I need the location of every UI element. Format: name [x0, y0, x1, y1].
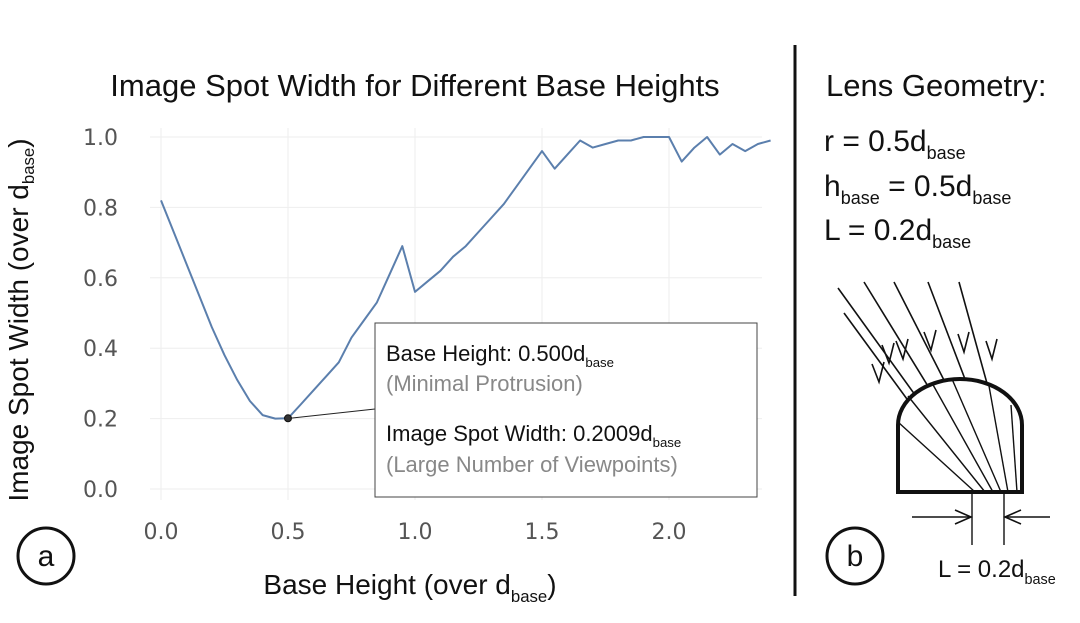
annotation-spot-width: Image Spot Width: 0.2009dbase — [386, 421, 681, 450]
x-tick-label: 2.0 — [652, 520, 687, 545]
x-tick-label: 1.0 — [398, 520, 433, 545]
ray-inside-6 — [1010, 404, 1018, 493]
annotation-box — [374, 322, 758, 498]
panel-label-a: a — [38, 540, 55, 573]
lens-panel: Lens Geometry: r = 0.5dbase hbase = 0.5d… — [824, 68, 1056, 588]
series-line — [160, 136, 771, 420]
ray-arrow-2 — [881, 342, 895, 366]
ray-inside-3 — [931, 382, 994, 493]
panel-label-b: b — [847, 540, 864, 573]
lens-dimension-label: L = 0.2dbase — [938, 556, 1056, 588]
annotation: Base Height: 0.500dbase (Minimal Protrus… — [289, 322, 758, 498]
annotation-minimal-protrusion: (Minimal Protrusion) — [386, 371, 583, 396]
ray-arrow-1 — [871, 361, 885, 385]
y-tick-label: 0.8 — [83, 196, 118, 221]
ray-arrow-6 — [985, 338, 998, 362]
annotation-leader — [289, 408, 376, 419]
panel-label-a-circle — [16, 526, 76, 586]
lens-L-equation: L = 0.2dbase — [824, 214, 971, 252]
lens-h-equation: hbase = 0.5dbase — [824, 170, 1011, 208]
y-tick-labels: 0.0 0.2 0.4 0.6 0.8 1.0 — [83, 126, 118, 503]
x-tick-label: 1.5 — [525, 520, 560, 545]
ray-arrow-4 — [923, 329, 937, 353]
ray-arrow-5 — [957, 331, 970, 355]
x-tick-label: 0.5 — [271, 520, 306, 545]
annotation-viewpoints: (Large Number of Viewpoints) — [386, 452, 678, 477]
annotation-base-height: Base Height: 0.500dbase — [386, 341, 614, 370]
x-tick-label: 0.0 — [144, 520, 179, 545]
ray-arrow-3 — [895, 338, 909, 362]
y-tick-label: 0.4 — [83, 337, 118, 362]
ray-inside-1 — [897, 421, 976, 493]
ray-inside-5 — [988, 385, 1009, 493]
y-tick-label: 0.6 — [83, 267, 118, 292]
dim-arrowhead-right — [1003, 509, 1022, 525]
ray-inside-4 — [951, 378, 1002, 493]
lens-title: Lens Geometry: — [826, 68, 1047, 103]
ray-inside-2 — [907, 395, 986, 493]
chart-title: Image Spot Width for Different Base Heig… — [110, 68, 719, 103]
y-tick-label: 0.2 — [83, 408, 118, 433]
lens-diagram — [837, 281, 1050, 545]
panel-label-b-circle — [825, 526, 885, 586]
y-tick-label: 1.0 — [83, 126, 118, 151]
y-tick-label: 0.0 — [83, 478, 118, 503]
x-axis-label: Base Height (over dbase) — [263, 569, 556, 606]
chart-panel: Image Spot Width for Different Base Heig… — [3, 68, 771, 606]
y-axis-label: Image Spot Width (over dbase) — [3, 138, 38, 501]
x-tick-labels: 0.0 0.5 1.0 1.5 2.0 — [144, 520, 687, 545]
lens-body — [896, 377, 1024, 494]
series-layer — [160, 136, 771, 423]
dim-arrowhead-left — [954, 509, 973, 525]
lens-r-equation: r = 0.5dbase — [824, 125, 966, 163]
